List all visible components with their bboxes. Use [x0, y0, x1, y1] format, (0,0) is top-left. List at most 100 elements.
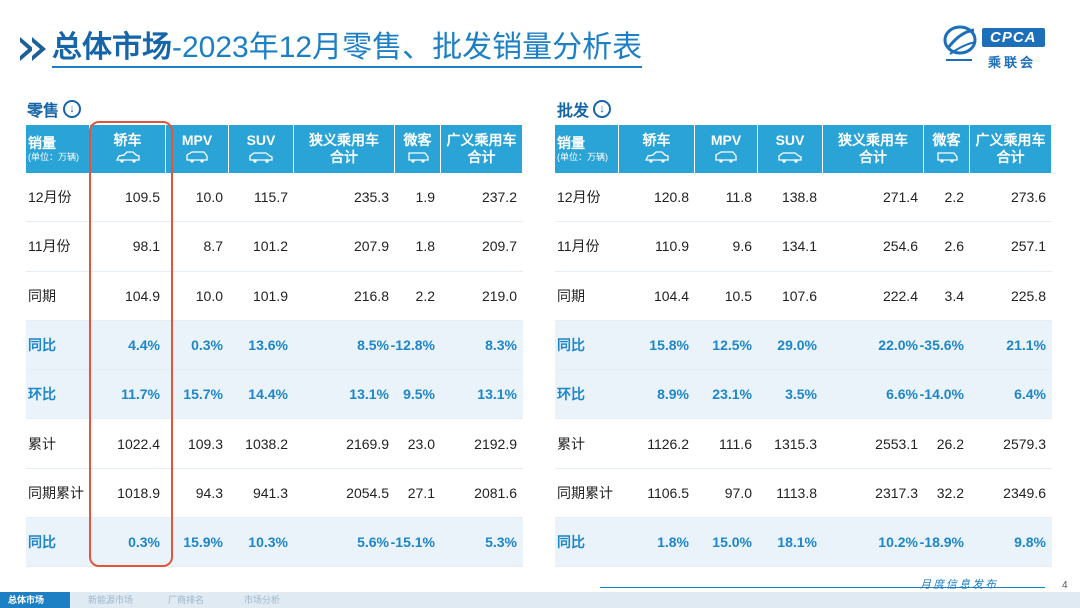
table-cell: 222.4: [882, 287, 918, 304]
footer-nav: 总体市场 新能源市场 厂商排名 市场分析: [0, 592, 1080, 608]
column-header-label: 轿车: [113, 131, 142, 148]
table-cell: 2.2: [944, 189, 964, 206]
row-label: 11月份: [28, 238, 71, 255]
table-cell: 1038.2: [245, 435, 288, 452]
table-cell: 8.3%: [485, 337, 517, 354]
cpca-globe-icon: [943, 25, 977, 61]
footer-tab-nev[interactable]: 新能源市场: [88, 595, 134, 605]
table-cell: 2.6: [944, 238, 964, 255]
table-cell: 10.5: [724, 287, 752, 304]
column-header: SUV: [229, 125, 294, 173]
table-row: 12月份 109.5 10.0 115.7 235.3 1.9 237.2: [26, 173, 523, 223]
table-cell: 271.4: [882, 189, 918, 206]
table-cell: 15.7%: [183, 386, 223, 403]
column-header-label-2: 合计: [330, 149, 358, 165]
footer-slogan: 月度信息发布: [920, 579, 998, 591]
table-cell: 209.7: [481, 238, 517, 255]
column-header: 微客: [395, 125, 441, 173]
table-row: 同比 0.3% 15.9% 10.3% 5.6% -15.1% 5.3%: [26, 518, 523, 568]
column-header-label-2: 合计: [859, 149, 887, 165]
table-cell: 12.5%: [712, 337, 752, 354]
table-cell: 254.6: [882, 238, 918, 255]
table-cell: 941.3: [252, 484, 288, 501]
table-cell: 2081.6: [474, 484, 517, 501]
row-label: 11月份: [557, 238, 600, 255]
table-row: 同比 1.8% 15.0% 18.1% 10.2% -18.9% 9.8%: [555, 518, 1052, 568]
table-cell: 1315.3: [774, 435, 817, 452]
arrow-down-circle-icon: ↓: [593, 100, 612, 118]
table-cell: 109.3: [187, 435, 223, 452]
mpv-icon: [184, 149, 210, 167]
table-cell: -12.8%: [390, 337, 435, 354]
row-label: 同期累计: [28, 484, 84, 501]
table-cell: -14.0%: [919, 386, 964, 403]
table-cell: 6.4%: [1014, 386, 1046, 403]
table-cell: 2317.3: [875, 484, 918, 501]
table-cell: 13.6%: [248, 337, 288, 354]
table-cell: 134.1: [781, 238, 817, 255]
footer-tab-overall[interactable]: 总体市场: [0, 592, 70, 608]
table-cell: 2349.6: [1003, 484, 1046, 501]
table-row: 11月份 98.1 8.7 101.2 207.9 1.8 209.7: [26, 222, 523, 272]
table-cell: 8.5%: [357, 337, 389, 354]
column-header-label-2: 合计: [996, 149, 1025, 165]
page-number: 4: [1062, 580, 1068, 591]
table-cell: -18.9%: [919, 534, 964, 551]
table-cell: 2.2: [415, 287, 435, 304]
chevron-right-icon: [20, 37, 46, 61]
table-row: 同期累计 1106.5 97.0 1113.8 2317.3 32.2 2349.6: [555, 469, 1052, 519]
page-header: 总体市场-2023年12月零售、批发销量分析表: [20, 26, 643, 72]
table-cell: 273.6: [1010, 189, 1046, 206]
table-cell: 101.2: [252, 238, 288, 255]
table-row: 同比 15.8% 12.5% 29.0% 22.0% -35.6% 21.1%: [555, 320, 1052, 371]
table-cell: 2054.5: [346, 484, 389, 501]
table-row: 同期累计 1018.9 94.3 941.3 2054.5 27.1 2081.6: [26, 469, 523, 519]
table-cell: 235.3: [353, 189, 389, 206]
table-cell: 2579.3: [1003, 435, 1046, 452]
footer-tab-analysis[interactable]: 市场分析: [244, 595, 281, 605]
row-label: 同比: [28, 337, 56, 354]
header-volume-label: 销量: [557, 135, 585, 151]
retail-label: 零售: [27, 103, 60, 120]
column-header-label: 微客: [403, 131, 432, 148]
title-sep: -: [172, 31, 182, 64]
table-cell: 8.7: [203, 238, 223, 255]
table-cell: 14.4%: [248, 386, 288, 403]
column-header-label: 广义乘用车: [975, 132, 1046, 148]
table-cell: 2192.9: [474, 435, 517, 452]
table-cell: 216.8: [353, 287, 389, 304]
table-row: 12月份 120.8 11.8 138.8 271.4 2.2 273.6: [555, 173, 1052, 223]
table-cell: 219.0: [481, 287, 517, 304]
table-cell: 4.4%: [128, 337, 160, 354]
table-row: 同期 104.4 10.5 107.6 222.4 3.4 225.8: [555, 272, 1052, 321]
logo-text: CPCA: [982, 28, 1045, 47]
table-cell: 107.6: [781, 287, 817, 304]
table-cell: 225.8: [1010, 287, 1046, 304]
column-header: 狭义乘用车 合计: [823, 125, 924, 173]
column-header-label: 微客: [932, 131, 961, 148]
table-row: 环比 8.9% 23.1% 3.5% 6.6% -14.0% 6.4%: [555, 370, 1052, 420]
table-row: 同期 104.9 10.0 101.9 216.8 2.2 219.0: [26, 272, 523, 321]
table-cell: 207.9: [353, 238, 389, 255]
column-header-label: 狭义乘用车: [838, 132, 908, 148]
table-cell: 115.7: [254, 189, 288, 206]
cpca-logo: CPCA 乘联会: [940, 20, 1060, 72]
column-header-label: SUV: [775, 131, 805, 148]
row-label: 12月份: [28, 189, 72, 206]
table-row: 同比 4.4% 0.3% 13.6% 8.5% -12.8% 8.3%: [26, 320, 523, 371]
row-label: 累计: [28, 435, 56, 452]
footer-tab-ranking[interactable]: 厂商排名: [168, 595, 205, 605]
table-cell: 6.6%: [886, 386, 918, 403]
table-cell: 0.3%: [191, 337, 223, 354]
table-cell: 32.2: [936, 484, 964, 501]
sedan-icon: [644, 149, 670, 167]
table-cell: 22.0%: [878, 337, 918, 354]
wholesale-label: 批发: [557, 103, 590, 120]
table-cell: 2553.1: [875, 435, 918, 452]
row-label: 同比: [557, 534, 585, 551]
table-cell: 27.1: [407, 484, 435, 501]
row-label: 同比: [557, 337, 585, 354]
table-cell: 120.8: [653, 189, 689, 206]
arrow-down-circle-icon: ↓: [63, 100, 82, 118]
suv-icon: [777, 149, 803, 167]
